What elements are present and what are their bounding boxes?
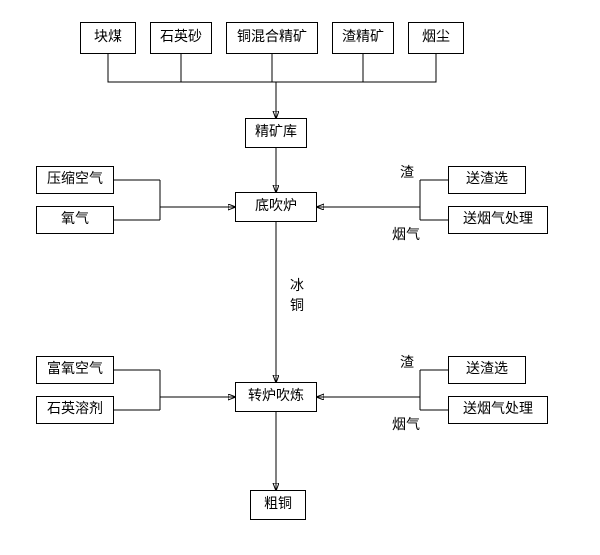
label-tong: 铜 <box>290 295 304 315</box>
node-left1b: 氧气 <box>36 206 114 234</box>
node-r1a: 送渣选 <box>448 166 526 194</box>
node-dcl: 底吹炉 <box>235 192 317 222</box>
label-zha1: 渣 <box>400 162 414 182</box>
node-r2a: 送渣选 <box>448 356 526 384</box>
node-left2a: 富氧空气 <box>36 356 114 384</box>
node-left2b: 石英溶剂 <box>36 396 114 424</box>
node-r1b: 送烟气处理 <box>448 206 548 234</box>
node-r2b: 送烟气处理 <box>448 396 548 424</box>
edge-bus <box>108 54 436 82</box>
node-in3: 铜混合精矿 <box>226 22 318 54</box>
node-jk: 精矿库 <box>245 118 307 148</box>
node-in2: 石英砂 <box>150 22 212 54</box>
node-zlcl: 转炉吹炼 <box>235 382 317 412</box>
node-cu: 粗铜 <box>250 490 306 520</box>
label-zha2: 渣 <box>400 352 414 372</box>
label-yan1: 烟气 <box>392 224 420 244</box>
label-bing: 冰 <box>290 275 304 295</box>
label-yan2: 烟气 <box>392 414 420 434</box>
node-in5: 烟尘 <box>408 22 464 54</box>
node-in4: 渣精矿 <box>332 22 394 54</box>
node-in1: 块煤 <box>80 22 136 54</box>
node-left1a: 压缩空气 <box>36 166 114 194</box>
